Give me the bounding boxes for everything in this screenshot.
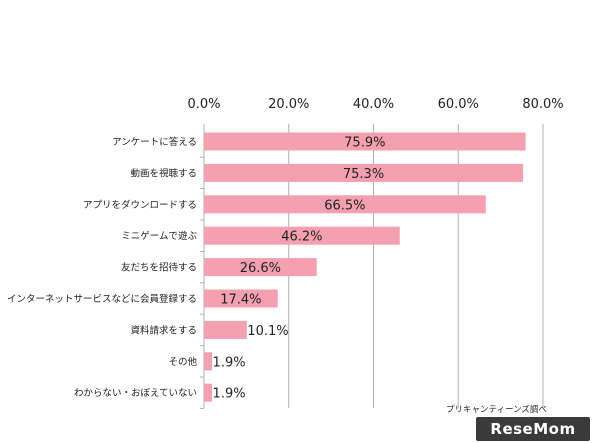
watermark-logo: ReseMom xyxy=(476,417,590,441)
data-label: 1.9% xyxy=(213,355,246,370)
tick-label: 40.0% xyxy=(353,97,394,112)
bars xyxy=(204,132,526,402)
category-label: 資料請求をする xyxy=(130,324,197,336)
tick-label: 0.0% xyxy=(187,97,220,112)
tick-label: 20.0% xyxy=(268,97,309,112)
bar xyxy=(204,195,486,214)
bar xyxy=(204,226,400,245)
category-label: その他 xyxy=(168,356,197,368)
category-label: アプリをダウンロードする xyxy=(83,199,197,211)
category-label: インターネットサービスなどに会員登録する xyxy=(7,293,197,305)
bar xyxy=(204,289,278,308)
bar xyxy=(204,258,317,277)
data-label: 17.4% xyxy=(220,293,261,308)
bar xyxy=(204,352,213,371)
category-label: ミニゲームで遊ぶ xyxy=(121,230,197,242)
bar xyxy=(204,320,247,339)
data-label: 26.6% xyxy=(240,261,281,276)
category-label: アンケートに答える xyxy=(112,136,197,148)
data-label: 46.2% xyxy=(281,230,322,245)
tick-label: 60.0% xyxy=(438,97,479,112)
data-label: 75.9% xyxy=(344,136,385,151)
category-label: 動画を視聴する xyxy=(130,167,197,179)
category-label: わからない・おぼえていない xyxy=(74,388,197,399)
data-labels: 75.9% 75.3% 66.5% 46.2% 26.6% 17.4% 10.1% 1.9% 1… xyxy=(213,136,386,402)
bar xyxy=(204,163,524,182)
source-note: プリキャンティーンズ調べ xyxy=(446,405,547,415)
bar xyxy=(204,383,213,402)
category-label: 友だちを招待する xyxy=(121,262,197,274)
bar xyxy=(204,132,526,151)
tick-label: 80.0% xyxy=(522,97,563,112)
axis-ticks: 0.0% 20.0% 40.0% 60.0% 80.0% xyxy=(187,97,563,112)
category-labels: アンケートに答える動画を視聴するアプリをダウンロードするミニゲームで遊ぶ友だちを… xyxy=(7,136,198,399)
data-label: 66.5% xyxy=(324,198,365,213)
data-label: 10.1% xyxy=(247,324,288,339)
data-label: 1.9% xyxy=(213,387,246,402)
data-label: 75.3% xyxy=(343,167,384,182)
